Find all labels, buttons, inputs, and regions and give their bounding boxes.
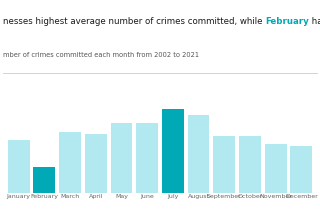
- Bar: [110, 123, 132, 214]
- Bar: [265, 144, 287, 214]
- Bar: [136, 123, 158, 214]
- Bar: [59, 132, 81, 214]
- Bar: [239, 136, 261, 214]
- Bar: [33, 167, 55, 214]
- Bar: [213, 136, 235, 214]
- Text: February: February: [266, 17, 309, 26]
- Bar: [162, 109, 184, 214]
- Bar: [291, 146, 312, 214]
- Text: nesses highest average number of crimes committed, while: nesses highest average number of crimes …: [3, 17, 266, 26]
- Text: mber of crimes committed each month from 2002 to 2021: mber of crimes committed each month from…: [3, 52, 199, 58]
- Bar: [85, 134, 107, 214]
- Bar: [8, 140, 29, 214]
- Bar: [188, 115, 210, 214]
- Text: has t: has t: [309, 17, 320, 26]
